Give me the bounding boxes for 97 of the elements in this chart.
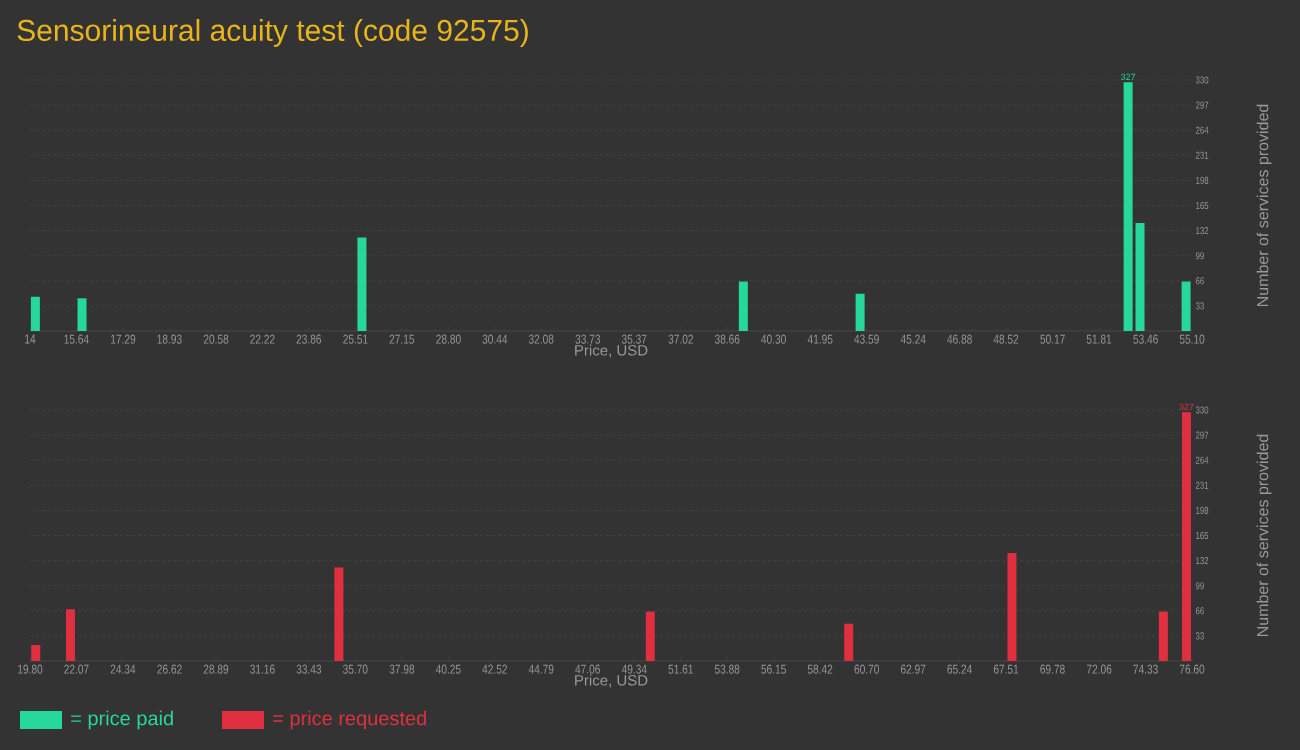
legend-label: = price paid bbox=[71, 710, 173, 730]
y-tick-label: 99 bbox=[1195, 252, 1204, 260]
x-tick-label: 60.70 bbox=[854, 664, 880, 674]
x-tick-label: 22.07 bbox=[64, 664, 89, 674]
data-label: 327 bbox=[1179, 403, 1194, 411]
bar bbox=[334, 567, 344, 661]
y-tick-label: 99 bbox=[1195, 582, 1204, 590]
x-tick-label: 14 bbox=[25, 334, 36, 344]
x-tick-label: 48.52 bbox=[993, 334, 1019, 344]
bar bbox=[31, 645, 41, 661]
x-tick-label: 67.51 bbox=[993, 664, 1019, 674]
x-tick-label: 24.34 bbox=[110, 664, 136, 674]
y-tick-label: 231 bbox=[1195, 481, 1209, 489]
x-tick-label: 22.22 bbox=[250, 334, 275, 344]
x-tick-label: 18.93 bbox=[157, 334, 182, 344]
y-axis-title: Number of services provided bbox=[1256, 434, 1272, 636]
x-tick-label: 38.66 bbox=[714, 334, 740, 344]
x-tick-label: 17.29 bbox=[111, 334, 136, 344]
bar bbox=[1181, 412, 1191, 661]
x-tick-label: 56.15 bbox=[761, 664, 786, 674]
y-tick-label: 66 bbox=[1195, 607, 1204, 615]
bar bbox=[1123, 82, 1133, 331]
bar bbox=[1007, 552, 1017, 661]
x-tick-label: 42.52 bbox=[482, 664, 507, 674]
x-tick-label: 62.97 bbox=[900, 664, 926, 674]
y-tick-label: 330 bbox=[1195, 76, 1209, 84]
x-tick-label: 19.80 bbox=[18, 664, 43, 674]
x-tick-label: 49.34 bbox=[621, 664, 647, 674]
legend-label: = price requested bbox=[273, 710, 426, 730]
x-tick-label: 30.44 bbox=[482, 334, 508, 344]
y-axis-title: Number of services provided bbox=[1256, 104, 1272, 306]
x-tick-label: 53.46 bbox=[1133, 334, 1158, 344]
x-tick-label: 20.58 bbox=[203, 334, 229, 344]
x-tick-label: 15.64 bbox=[64, 334, 89, 344]
bar bbox=[1181, 281, 1191, 331]
x-tick-label: 76.60 bbox=[1179, 664, 1205, 674]
x-tick-label: 41.95 bbox=[807, 334, 833, 344]
x-axis-title: Price, USD bbox=[575, 674, 648, 688]
x-tick-label: 50.17 bbox=[1040, 334, 1065, 344]
x-tick-label: 51.61 bbox=[668, 664, 693, 674]
x-tick-label: 58.42 bbox=[807, 664, 833, 674]
y-tick-label: 297 bbox=[1195, 101, 1209, 109]
x-tick-label: 32.08 bbox=[528, 334, 554, 344]
x-tick-label: 40.30 bbox=[761, 334, 786, 344]
bar bbox=[66, 609, 76, 661]
y-tick-label: 132 bbox=[1196, 227, 1209, 235]
x-tick-label: 47.06 bbox=[575, 664, 600, 674]
bar bbox=[844, 623, 854, 661]
bar bbox=[30, 296, 40, 331]
x-tick-label: 25.51 bbox=[343, 334, 368, 344]
chart-title: Sensorineural acuity test (code 92575) bbox=[17, 19, 528, 47]
x-tick-label: 69.78 bbox=[1040, 664, 1065, 674]
x-tick-label: 46.88 bbox=[947, 334, 972, 344]
bar bbox=[1135, 223, 1145, 331]
x-tick-label: 33.73 bbox=[575, 334, 601, 344]
x-tick-label: 28.80 bbox=[436, 334, 461, 344]
x-tick-label: 33.43 bbox=[296, 664, 322, 674]
x-tick-label: 35.70 bbox=[342, 664, 368, 674]
x-tick-label: 45.24 bbox=[900, 334, 926, 344]
y-tick-label: 231 bbox=[1195, 151, 1209, 159]
y-tick-label: 165 bbox=[1196, 201, 1209, 210]
bar bbox=[855, 293, 865, 331]
y-tick-label: 330 bbox=[1195, 406, 1209, 414]
x-tick-label: 40.25 bbox=[435, 664, 461, 674]
x-tick-label: 55.10 bbox=[1179, 334, 1205, 344]
bar bbox=[645, 611, 655, 661]
bar bbox=[357, 237, 367, 331]
y-tick-label: 264 bbox=[1195, 456, 1209, 464]
x-tick-label: 31.16 bbox=[250, 664, 275, 674]
bar bbox=[1158, 611, 1168, 661]
x-tick-label: 35.37 bbox=[621, 334, 647, 344]
y-tick-label: 66 bbox=[1195, 277, 1204, 285]
x-tick-label: 43.59 bbox=[854, 334, 879, 344]
x-tick-label: 53.88 bbox=[714, 664, 740, 674]
y-tick-label: 33 bbox=[1195, 632, 1204, 640]
x-tick-label: 51.81 bbox=[1086, 334, 1112, 344]
y-tick-label: 165 bbox=[1196, 531, 1209, 540]
x-tick-label: 28.89 bbox=[203, 664, 229, 674]
data-label: 327 bbox=[1120, 73, 1136, 81]
x-tick-label: 23.86 bbox=[296, 334, 322, 344]
x-tick-label: 37.98 bbox=[389, 664, 415, 674]
y-tick-label: 297 bbox=[1195, 431, 1209, 439]
y-tick-label: 198 bbox=[1196, 506, 1209, 514]
y-tick-label: 198 bbox=[1196, 176, 1209, 184]
bar bbox=[738, 281, 748, 331]
bar bbox=[77, 298, 87, 331]
y-tick-label: 264 bbox=[1195, 126, 1209, 134]
x-tick-label: 44.79 bbox=[528, 664, 554, 674]
x-tick-label: 72.06 bbox=[1086, 664, 1112, 674]
y-tick-label: 132 bbox=[1196, 557, 1209, 565]
x-tick-label: 65.24 bbox=[947, 664, 972, 674]
y-tick-label: 33 bbox=[1195, 302, 1204, 310]
x-tick-label: 74.33 bbox=[1133, 664, 1158, 674]
x-tick-label: 27.15 bbox=[389, 334, 415, 344]
x-tick-label: 26.62 bbox=[157, 664, 182, 674]
x-tick-label: 37.02 bbox=[668, 334, 694, 344]
x-axis-title: Price, USD bbox=[575, 344, 648, 358]
